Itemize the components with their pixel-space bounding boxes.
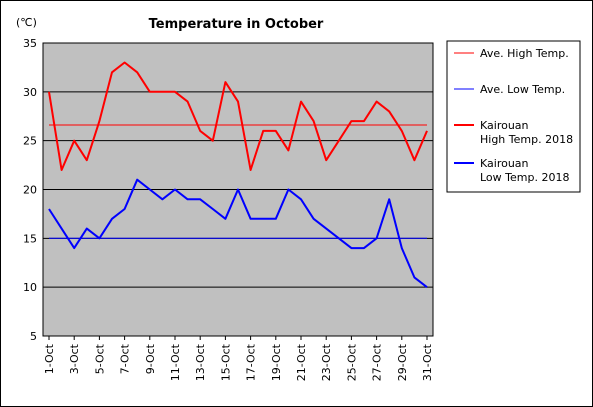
series-line-2 xyxy=(48,61,428,171)
x-tick-label-17-Oct: 17-Oct xyxy=(245,343,258,381)
y-tick-label-35: 35 xyxy=(23,37,37,50)
legend-label-1: Ave. Low Temp. xyxy=(480,83,565,96)
x-tick-label-15-Oct: 15-Oct xyxy=(219,343,232,381)
x-tick-label-27-Oct: 27-Oct xyxy=(371,343,384,381)
x-tick-label-3-Oct: 3-Oct xyxy=(68,343,81,374)
x-tick-label-9-Oct: 9-Oct xyxy=(144,343,157,374)
legend-label-2: Kairouan xyxy=(480,119,529,132)
x-tick-label-25-Oct: 25-Oct xyxy=(345,343,358,381)
y-tick-label-30: 30 xyxy=(23,86,37,99)
legend-label-2: High Temp. 2018 xyxy=(480,133,573,146)
x-tick-label-7-Oct: 7-Oct xyxy=(119,343,132,374)
chart-title: Temperature in October xyxy=(149,17,324,32)
legend-box xyxy=(446,40,581,193)
y-tick-label-15: 15 xyxy=(23,232,37,245)
x-axis: 1-Oct 3-Oct 5-Oct 7-Oct 9-Oct 11-Oct 13-Oct 15-… xyxy=(43,336,434,381)
x-tick-label-31-Oct: 31-Oct xyxy=(421,343,434,381)
x-tick-label-21-Oct: 21-Oct xyxy=(295,343,308,381)
y-tick-label-20: 20 xyxy=(23,184,37,197)
y-axis-unit-label: (℃) xyxy=(16,16,37,29)
series-lines xyxy=(48,61,428,288)
legend-label-3: Kairouan xyxy=(480,157,529,170)
x-tick-label-23-Oct: 23-Oct xyxy=(320,343,333,381)
x-tick-label-11-Oct: 11-Oct xyxy=(169,343,182,381)
series-line-3 xyxy=(48,178,428,288)
legend: Ave. High Temp.Ave. Low Temp.KairouanHig… xyxy=(454,47,573,184)
x-tick-label-13-Oct: 13-Oct xyxy=(194,343,207,381)
x-tick-label-5-Oct: 5-Oct xyxy=(93,343,106,374)
x-tick-label-1-Oct: 1-Oct xyxy=(43,343,56,374)
y-tick-label-10: 10 xyxy=(23,281,37,294)
legend-label-0: Ave. High Temp. xyxy=(480,47,569,60)
x-tick-label-19-Oct: 19-Oct xyxy=(270,343,283,381)
y-tick-label-25: 25 xyxy=(23,135,37,148)
y-tick-label-5: 5 xyxy=(30,330,37,343)
x-tick-label-29-Oct: 29-Oct xyxy=(396,343,409,381)
y-axis: 5 10 15 20 25 30 35 xyxy=(23,37,37,343)
legend-label-3: Low Temp. 2018 xyxy=(480,171,569,184)
